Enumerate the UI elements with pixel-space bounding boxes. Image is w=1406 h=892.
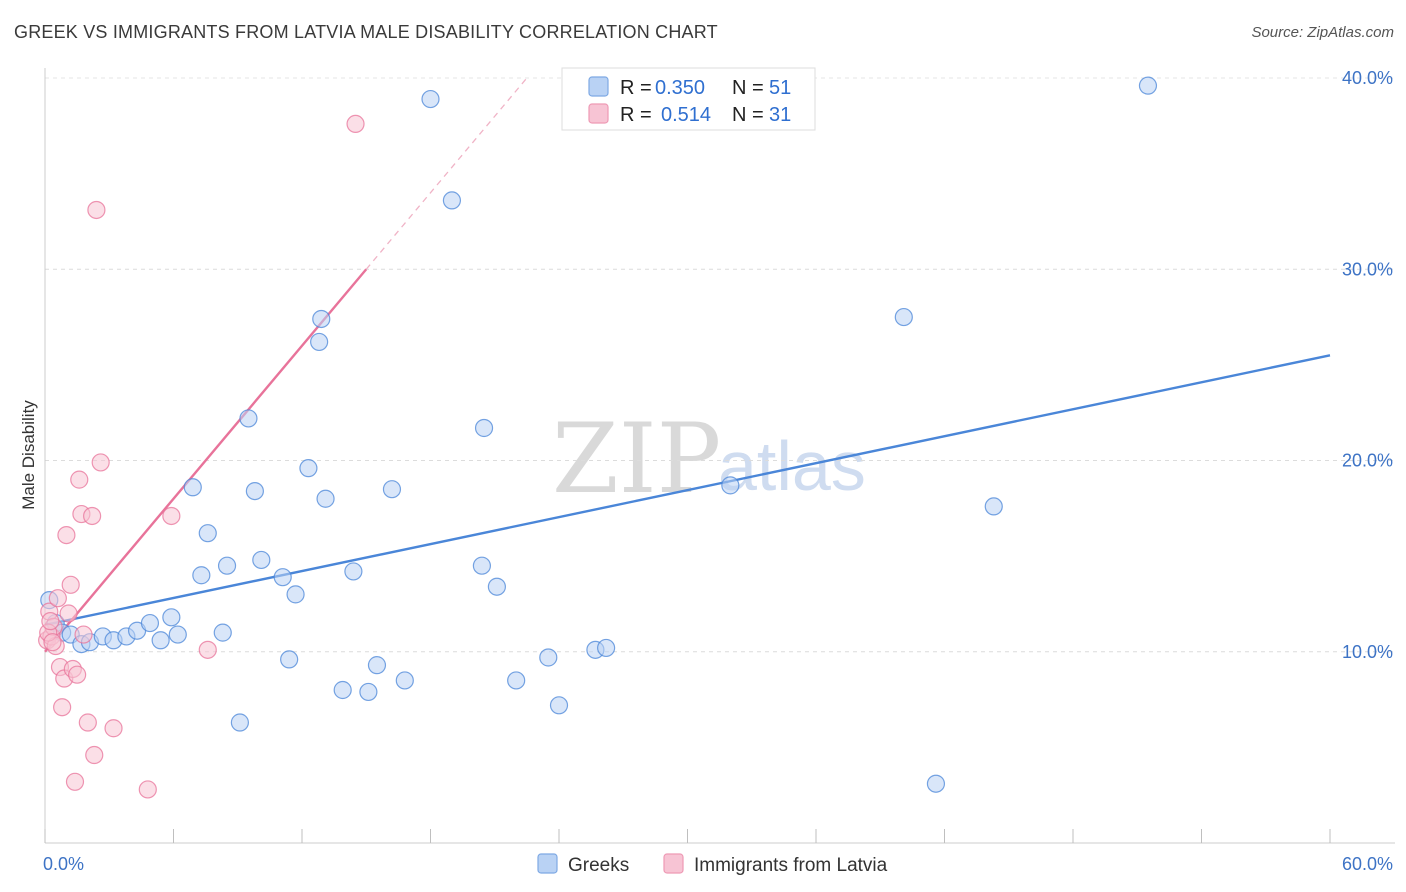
point-latvia-25 [162, 506, 181, 526]
chart-title: GREEK VS IMMIGRANTS FROM LATVIA MALE DIS… [14, 22, 718, 42]
point-greeks-18 [217, 556, 237, 575]
point-latvia-9 [57, 525, 76, 545]
point-greeks-41 [507, 671, 526, 690]
point-greeks-22 [252, 550, 271, 570]
point-greeks-19 [230, 713, 249, 732]
point-greeks-27 [310, 332, 329, 352]
legend-r-value-greeks: 0.350 [655, 77, 705, 99]
point-latvia-30 [41, 612, 60, 631]
legend-n-value-greeks: 51 [769, 77, 791, 99]
point-greeks-13 [168, 625, 187, 644]
point-greeks-11 [151, 631, 170, 650]
point-latvia-23 [104, 719, 123, 738]
point-latvia-5 [48, 589, 67, 608]
point-greeks-47 [894, 307, 913, 327]
y-tick-label-10: 10.0% [1342, 642, 1393, 662]
point-latvia-22 [91, 453, 110, 472]
point-latvia-15 [70, 470, 89, 489]
x-tick-label-min: 0.0% [43, 854, 84, 874]
trend-line-latvia [44, 268, 368, 653]
point-latvia-18 [78, 713, 97, 732]
point-greeks-20 [239, 409, 258, 428]
point-latvia-21 [87, 200, 106, 220]
point-latvia-20 [85, 745, 104, 765]
y-tick-label-20: 20.0% [1342, 451, 1393, 471]
point-greeks-38 [472, 556, 491, 575]
point-latvia-26 [198, 640, 217, 659]
point-greeks-17 [213, 623, 232, 642]
tick-labels: 10.0% 20.0% 30.0% 40.0% 0.0% 60.0% [43, 68, 1393, 874]
point-greeks-25 [286, 585, 305, 604]
point-greeks-31 [344, 562, 363, 581]
point-greeks-49 [984, 497, 1003, 516]
legend-n-label-latvia: N = [732, 104, 764, 126]
watermark-atlas: atlas [718, 427, 866, 505]
watermark-zip: ZIP [552, 403, 721, 515]
trend-extension-latvia [365, 77, 528, 270]
point-greeks-33 [367, 656, 387, 675]
point-greeks-24 [280, 650, 299, 669]
bottom-legend-label-greeks: Greeks [568, 855, 629, 876]
point-greeks-10 [140, 613, 160, 633]
legend-n-label-greeks: N = [732, 77, 764, 99]
point-greeks-28 [312, 309, 331, 329]
y-axis-label: Male Disability [19, 400, 38, 510]
point-greeks-26 [299, 459, 318, 478]
bottom-legend-label-latvia: Immigrants from Latvia [694, 855, 888, 876]
point-greeks-35 [395, 671, 414, 690]
y-tick-label-30: 30.0% [1342, 259, 1393, 279]
series-legend: Greeks Immigrants from Latvia [537, 853, 888, 876]
legend-n-value-latvia: 31 [769, 104, 791, 126]
point-greeks-32 [359, 682, 378, 702]
legend-r-value-latvia: 0.514 [661, 104, 711, 126]
point-greeks-21 [245, 482, 264, 501]
x-tick-label-max: 60.0% [1342, 854, 1393, 874]
point-greeks-46 [721, 476, 740, 495]
data-points [38, 76, 1158, 799]
point-latvia-19 [83, 506, 102, 526]
legend-swatch-latvia [588, 103, 609, 124]
point-greeks-16 [198, 524, 217, 543]
point-latvia-10 [59, 604, 78, 623]
source-credit: Source: ZipAtlas.com [1251, 24, 1394, 41]
y-tick-label-40: 40.0% [1342, 68, 1393, 88]
point-greeks-14 [183, 478, 202, 497]
point-greeks-50 [1138, 76, 1158, 95]
point-greeks-30 [333, 680, 352, 700]
correlation-legend: R = 0.350 N = 51 R = 0.514 N = 31 [561, 67, 816, 131]
point-latvia-29 [43, 633, 62, 652]
point-greeks-23 [273, 568, 292, 587]
point-latvia-14 [68, 665, 87, 684]
legend-r-label-latvia: R = [620, 104, 652, 126]
point-greeks-43 [549, 696, 569, 715]
point-greeks-34 [382, 480, 402, 499]
point-latvia-11 [61, 575, 80, 594]
point-latvia-27 [346, 114, 365, 134]
legend-swatch-greeks [588, 76, 609, 97]
point-greeks-12 [162, 608, 181, 627]
point-greeks-15 [192, 566, 211, 585]
point-greeks-39 [474, 418, 494, 438]
point-greeks-42 [539, 648, 558, 667]
axes [44, 68, 1395, 844]
point-greeks-36 [421, 89, 440, 109]
point-greeks-48 [926, 774, 946, 793]
trend-lines [44, 77, 1331, 653]
gridlines [45, 77, 1395, 653]
point-latvia-24 [138, 780, 157, 799]
point-greeks-45 [597, 638, 616, 658]
point-latvia-7 [53, 698, 72, 717]
point-greeks-37 [442, 191, 462, 210]
bottom-legend-swatch-latvia [663, 853, 684, 874]
bottom-legend-swatch-greeks [537, 853, 558, 874]
point-greeks-40 [487, 577, 506, 596]
point-greeks-29 [316, 489, 335, 508]
point-latvia-17 [74, 625, 93, 644]
legend-r-label-greeks: R = [620, 77, 652, 99]
trend-line-greeks [44, 354, 1331, 627]
point-latvia-13 [65, 772, 85, 791]
